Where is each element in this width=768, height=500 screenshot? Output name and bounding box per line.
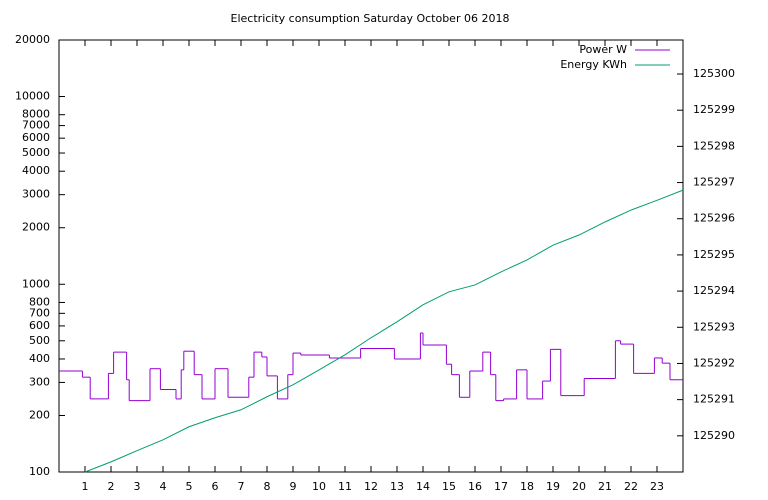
x-tick-label: 15 xyxy=(442,480,456,493)
plot-frame xyxy=(58,39,684,473)
x-tick-label: 7 xyxy=(238,480,245,493)
y-tick-label: 20000 xyxy=(15,33,50,46)
x-tick-label: 17 xyxy=(494,480,508,493)
y-tick-label: 4000 xyxy=(22,164,50,177)
x-tick-label: 16 xyxy=(468,480,482,493)
x-tick-label: 5 xyxy=(186,480,193,493)
x-tick-label: 22 xyxy=(624,480,638,493)
legend-label: Energy KWh xyxy=(560,58,627,71)
y-tick-label: 1000 xyxy=(22,277,50,290)
y-tick-label: 100 xyxy=(29,465,50,478)
x-tick-label: 8 xyxy=(264,480,271,493)
x-tick-label: 1 xyxy=(82,480,89,493)
x-tick-label: 11 xyxy=(338,480,352,493)
y-tick-label: 800 xyxy=(29,295,50,308)
x-tick-label: 13 xyxy=(390,480,404,493)
y-tick-label: 8000 xyxy=(22,108,50,121)
x-tick-label: 18 xyxy=(520,480,534,493)
y-tick-label: 2000 xyxy=(22,221,50,234)
x-tick-label: 3 xyxy=(134,480,141,493)
y2-tick-label: 125291 xyxy=(693,393,735,406)
legend-label: Power W xyxy=(579,43,627,56)
x-tick-label: 20 xyxy=(572,480,586,493)
y2-tick-label: 125294 xyxy=(693,284,735,297)
y-tick-label: 3000 xyxy=(22,188,50,201)
x-tick-label: 6 xyxy=(212,480,219,493)
y2-tick-label: 125298 xyxy=(693,139,735,152)
x-tick-label: 12 xyxy=(364,480,378,493)
y2-tick-label: 125290 xyxy=(693,429,735,442)
y-tick-label: 500 xyxy=(29,334,50,347)
x-tick-label: 23 xyxy=(650,480,664,493)
y2-tick-label: 125297 xyxy=(693,176,735,189)
y2-tick-label: 125292 xyxy=(693,356,735,369)
x-tick-label: 14 xyxy=(416,480,430,493)
y-tick-label: 5000 xyxy=(22,146,50,159)
x-tick-label: 19 xyxy=(546,480,560,493)
y-tick-label: 10000 xyxy=(15,90,50,103)
chart-title: Electricity consumption Saturday October… xyxy=(231,12,510,25)
y2-tick-label: 125293 xyxy=(693,320,735,333)
x-tick-label: 21 xyxy=(598,480,612,493)
y2-tick-label: 125300 xyxy=(693,67,735,80)
y-tick-label: 600 xyxy=(29,319,50,332)
x-tick-label: 9 xyxy=(290,480,297,493)
y2-tick-label: 125296 xyxy=(693,212,735,225)
y2-tick-label: 125295 xyxy=(693,248,735,261)
y2-tick-label: 125299 xyxy=(693,103,735,116)
x-tick-label: 2 xyxy=(108,480,115,493)
x-tick-label: 4 xyxy=(160,480,167,493)
y-tick-label: 7000 xyxy=(22,119,50,132)
y-tick-label: 300 xyxy=(29,375,50,388)
y-tick-label: 6000 xyxy=(22,131,50,144)
x-tick-label: 10 xyxy=(312,480,326,493)
y-tick-label: 700 xyxy=(29,306,50,319)
y-tick-label: 200 xyxy=(29,408,50,421)
y-tick-label: 400 xyxy=(29,352,50,365)
series-line xyxy=(84,189,684,473)
